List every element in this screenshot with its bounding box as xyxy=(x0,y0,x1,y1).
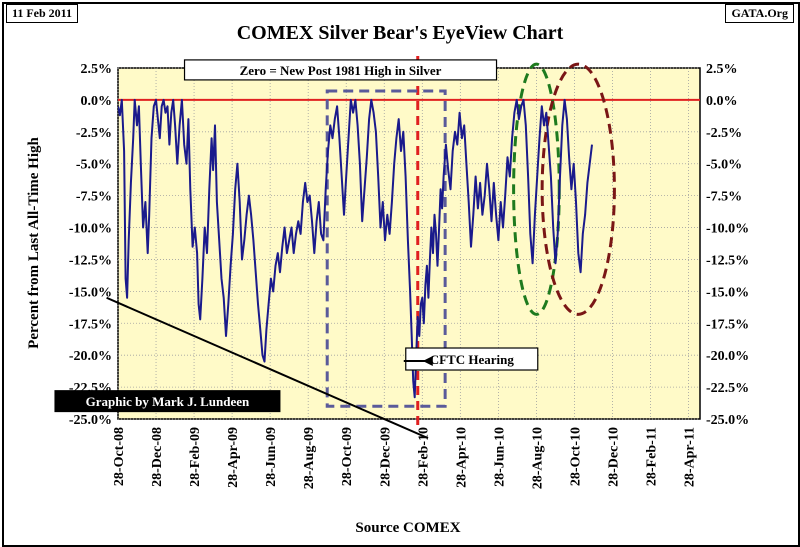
x-tick-label: 28-Apr-10 xyxy=(454,427,469,488)
series-line xyxy=(118,98,593,399)
x-tick-label: 28-Apr-09 xyxy=(226,427,241,488)
x-tick-label: 28-Aug-09 xyxy=(302,427,317,489)
chart-title: COMEX Silver Bear's EyeView Chart xyxy=(236,22,564,44)
x-tick-labels: 28-Oct-08 28-Dec-08 28-Feb-09 28-Apr-09 28-J… xyxy=(112,427,698,489)
y-tick-label-right: -2.5% xyxy=(706,126,742,141)
x-tick-label: 28-Jun-09 xyxy=(264,427,279,487)
y-tick-label-left: -12.5% xyxy=(69,253,112,268)
date-label: 11 Feb 2011 xyxy=(6,4,79,23)
x-tick-label: 28-Dec-08 xyxy=(150,427,165,487)
x-tick-label: 28-Dec-10 xyxy=(607,427,622,487)
cftc-text: CFTC Hearing xyxy=(430,352,515,367)
y-tick-label-left: -25.0% xyxy=(69,413,112,428)
x-tick-label: 28-Apr-11 xyxy=(683,427,698,487)
y-tick-label-right: -10.0% xyxy=(706,222,749,237)
y-tick-labels-right: 2.5% 0.0% -2.5% -5.0% -7.5% -10.0% -12.5% -15.0… xyxy=(706,62,749,428)
y-tick-label-right: 0.0% xyxy=(706,94,738,109)
credit-text: Graphic by Mark J. Lundeen xyxy=(86,394,250,409)
y-tick-label-left: -2.5% xyxy=(76,126,112,141)
y-tick-label-left: -5.0% xyxy=(76,158,112,173)
trend-line-group xyxy=(106,296,429,440)
y-tick-label-right: -22.5% xyxy=(706,381,749,396)
series-group xyxy=(118,98,593,399)
x-tick-label: 28-Oct-09 xyxy=(340,427,355,486)
y-tick-label-left: -20.0% xyxy=(69,349,112,364)
y-tick-label-left: -17.5% xyxy=(69,317,112,332)
annotations: Zero = New Post 1981 High in Silver CFTC … xyxy=(54,59,539,413)
y-tick-label-right: -7.5% xyxy=(706,190,742,205)
y-tick-label-right: -17.5% xyxy=(706,317,749,332)
y-tick-labels-left: 2.5% 0.0% -2.5% -5.0% -7.5% -10.0% -12.5% -15.0… xyxy=(69,62,112,428)
cftc-arrow-head xyxy=(422,356,433,367)
y-tick-label-right: 2.5% xyxy=(706,62,738,77)
highlight-rectangle xyxy=(325,89,447,408)
credit-box xyxy=(54,390,281,413)
y-tick-label-left: 0.0% xyxy=(81,94,113,109)
zero-note-box xyxy=(183,59,498,81)
y-tick-label-right: -25.0% xyxy=(706,413,749,428)
source-site-label: GATA.Org xyxy=(725,4,794,23)
y-tick-label-right: -15.0% xyxy=(706,285,749,300)
y-tick-label-left: -15.0% xyxy=(69,285,112,300)
y-tick-label-right: -5.0% xyxy=(706,158,742,173)
y-tick-label-left: -10.0% xyxy=(69,222,112,237)
y-tick-label-right: -12.5% xyxy=(706,253,749,268)
x-tick-label: 28-Feb-09 xyxy=(188,427,203,487)
y-tick-label-left: -7.5% xyxy=(76,190,112,205)
y-axis-title: Percent from Last All-Time High xyxy=(26,137,42,349)
cftc-box xyxy=(405,347,539,371)
x-tick-label: 28-Dec-09 xyxy=(378,427,393,487)
x-tick-label: 28-Feb-10 xyxy=(416,427,431,487)
x-tick-label: 28-Aug-10 xyxy=(530,427,545,489)
x-tick-label: 28-Feb-11 xyxy=(645,427,660,486)
y-tick-label-left: 2.5% xyxy=(81,62,113,77)
y-tick-label-right: -20.0% xyxy=(706,349,749,364)
x-tick-label: 28-Jun-10 xyxy=(492,427,507,487)
x-tick-label: 28-Oct-08 xyxy=(112,427,127,486)
x-tick-label: 28-Oct-10 xyxy=(568,427,583,486)
x-axis-title: Source COMEX xyxy=(355,520,460,536)
zero-note-text: Zero = New Post 1981 High in Silver xyxy=(240,63,442,78)
support-trend-line xyxy=(106,296,429,440)
highlight-ellipse xyxy=(540,62,616,316)
